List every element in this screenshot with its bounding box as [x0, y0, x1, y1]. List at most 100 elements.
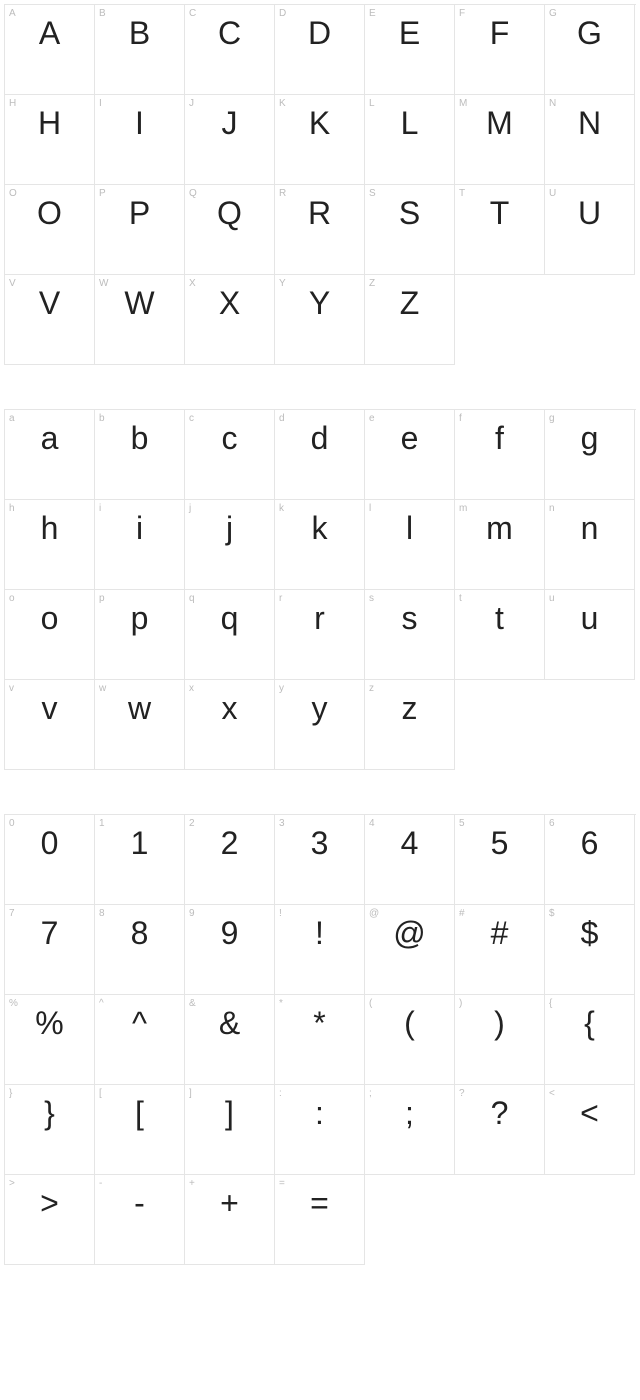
glyph-character: j: [185, 512, 274, 544]
glyph-character: =: [275, 1187, 364, 1219]
glyph-cell: ::: [275, 1085, 365, 1175]
glyph-cell: rr: [275, 590, 365, 680]
glyph-character: S: [365, 197, 454, 229]
glyph-cell: tt: [455, 590, 545, 680]
glyph-character: g: [545, 422, 634, 454]
glyph-character: v: [5, 692, 94, 724]
glyph-character: }: [5, 1097, 94, 1129]
glyph-cell: BB: [95, 5, 185, 95]
glyph-cell: %%: [5, 995, 95, 1085]
glyph-character: w: [95, 692, 184, 724]
glyph-character: @: [365, 917, 454, 949]
glyph-cell: ss: [365, 590, 455, 680]
glyph-cell-empty: [545, 275, 635, 365]
glyph-character: 9: [185, 917, 274, 949]
glyph-character: ): [455, 1007, 544, 1039]
glyph-character: :: [275, 1097, 364, 1129]
glyph-cell: [[: [95, 1085, 185, 1175]
glyph-cell: $$: [545, 905, 635, 995]
glyph-cell: **: [275, 995, 365, 1085]
glyph-character: B: [95, 17, 184, 49]
glyph-cell: aa: [5, 410, 95, 500]
glyph-character: e: [365, 422, 454, 454]
glyph-character: M: [455, 107, 544, 139]
glyph-cell: 66: [545, 815, 635, 905]
glyph-cell: mm: [455, 500, 545, 590]
glyph-character: h: [5, 512, 94, 544]
glyph-character: ^: [95, 1007, 184, 1039]
glyph-character: n: [545, 512, 634, 544]
glyph-character: A: [5, 17, 94, 49]
glyph-chart: AABBCCDDEEFFGGHHIIJJKKLLMMNNOOPPQQRRSSTT…: [4, 4, 636, 1265]
glyph-character: d: [275, 422, 364, 454]
glyph-character: H: [5, 107, 94, 139]
glyph-cell: PP: [95, 185, 185, 275]
glyph-cell: dd: [275, 410, 365, 500]
glyph-cell: ??: [455, 1085, 545, 1175]
glyph-cell: EE: [365, 5, 455, 95]
glyph-cell: XX: [185, 275, 275, 365]
glyph-character: [: [95, 1097, 184, 1129]
glyph-cell: @@: [365, 905, 455, 995]
glyph-character: l: [365, 512, 454, 544]
glyph-character: G: [545, 17, 634, 49]
glyph-character: m: [455, 512, 544, 544]
glyph-cell: UU: [545, 185, 635, 275]
glyph-cell: zz: [365, 680, 455, 770]
glyph-cell: DD: [275, 5, 365, 95]
glyph-character: Q: [185, 197, 274, 229]
glyph-character: F: [455, 17, 544, 49]
glyph-cell: 22: [185, 815, 275, 905]
glyph-character: O: [5, 197, 94, 229]
glyph-character: o: [5, 602, 94, 634]
glyph-character: a: [5, 422, 94, 454]
glyph-character: X: [185, 287, 274, 319]
glyph-cell: {{: [545, 995, 635, 1085]
glyph-cell-empty: [455, 680, 545, 770]
glyph-cell: )): [455, 995, 545, 1085]
glyph-character: z: [365, 692, 454, 724]
glyph-cell: &&: [185, 995, 275, 1085]
glyph-character: 2: [185, 827, 274, 859]
glyph-cell: ZZ: [365, 275, 455, 365]
glyph-character: r: [275, 602, 364, 634]
glyph-character: E: [365, 17, 454, 49]
glyph-character: W: [95, 287, 184, 319]
glyph-cell: hh: [5, 500, 95, 590]
glyph-character: &: [185, 1007, 274, 1039]
glyph-cell: }}: [5, 1085, 95, 1175]
glyph-character: k: [275, 512, 364, 544]
glyph-cell: VV: [5, 275, 95, 365]
glyph-character: 4: [365, 827, 454, 859]
glyph-cell: OO: [5, 185, 95, 275]
glyph-character: !: [275, 917, 364, 949]
glyph-character: I: [95, 107, 184, 139]
glyph-character: x: [185, 692, 274, 724]
glyph-cell: ++: [185, 1175, 275, 1265]
glyph-character: 1: [95, 827, 184, 859]
glyph-grid: aabbccddeeffgghhiijjkkllmmnnooppqqrrsstt…: [4, 409, 636, 770]
glyph-character: J: [185, 107, 274, 139]
glyph-character: #: [455, 917, 544, 949]
glyph-character: u: [545, 602, 634, 634]
glyph-character: 5: [455, 827, 544, 859]
glyph-cell: KK: [275, 95, 365, 185]
glyph-cell: ]]: [185, 1085, 275, 1175]
glyph-cell: uu: [545, 590, 635, 680]
glyph-cell: LL: [365, 95, 455, 185]
glyph-cell: CC: [185, 5, 275, 95]
glyph-cell: cc: [185, 410, 275, 500]
glyph-cell: NN: [545, 95, 635, 185]
glyph-section-uppercase: AABBCCDDEEFFGGHHIIJJKKLLMMNNOOPPQQRRSSTT…: [4, 4, 636, 365]
glyph-character: ]: [185, 1097, 274, 1129]
glyph-character: b: [95, 422, 184, 454]
glyph-character: T: [455, 197, 544, 229]
glyph-character: V: [5, 287, 94, 319]
glyph-cell: ww: [95, 680, 185, 770]
glyph-cell: ;;: [365, 1085, 455, 1175]
glyph-character: D: [275, 17, 364, 49]
glyph-cell: QQ: [185, 185, 275, 275]
glyph-character: t: [455, 602, 544, 634]
glyph-character: 3: [275, 827, 364, 859]
glyph-character: (: [365, 1007, 454, 1039]
